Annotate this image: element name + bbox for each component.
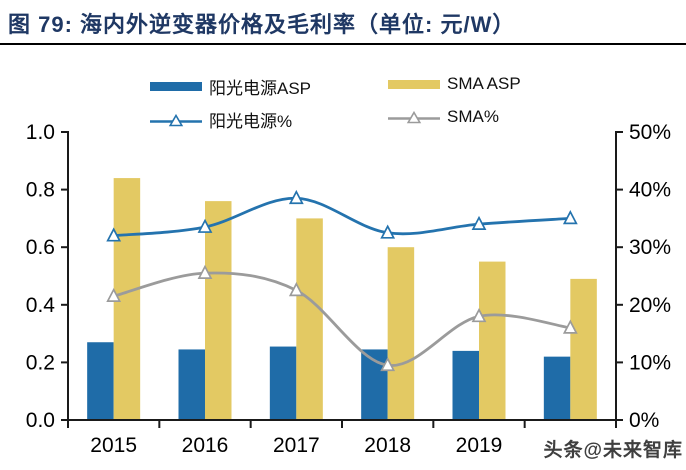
line-series-0 xyxy=(112,196,572,238)
y-axis-tick-label-right: 50% xyxy=(629,121,671,144)
x-axis-tick-label: 2017 xyxy=(273,434,320,457)
figure-header: 图 79: 海内外逆变器价格及毛利率（单位: 元/W） xyxy=(0,0,686,45)
marker-triangle-s1-c0 xyxy=(106,287,122,303)
marker-triangle-s0-c5 xyxy=(562,210,578,225)
legend-label: 阳光电源ASP xyxy=(209,79,312,98)
marker-triangle-s0-c2 xyxy=(288,189,304,205)
line-series-1 xyxy=(112,271,572,367)
legend-label: SMA ASP xyxy=(447,74,521,93)
y-axis-tick-label-left: 0.4 xyxy=(26,294,56,317)
bar-s0-c4 xyxy=(452,350,479,420)
marker-triangle-s1-c2 xyxy=(288,282,304,297)
x-axis-tick-label: 2015 xyxy=(90,434,137,457)
legend-item-sungrow-asp: 阳光电源ASP xyxy=(150,74,311,99)
y-axis-tick-label-right: 20% xyxy=(629,294,671,317)
marker-triangle-s0-c3 xyxy=(380,224,396,239)
bar-s0-c2 xyxy=(269,346,297,420)
marker-triangle-s1-c5 xyxy=(562,319,578,334)
y-axis-tick-label-right: 10% xyxy=(629,351,671,374)
x-axis-tick-label: 2018 xyxy=(364,434,411,457)
legend-item-sma-asp: SMA ASP xyxy=(388,74,521,94)
legend-item-sma-pct: SMA% xyxy=(388,107,499,127)
marker-triangle-s1-c1 xyxy=(197,264,213,279)
marker-triangle-s1-c4 xyxy=(471,307,487,323)
bar-swatch-icon xyxy=(388,79,440,89)
legend-label: SMA% xyxy=(447,107,499,126)
bar-s1-c1 xyxy=(205,201,232,420)
legend-label: 阳光电源% xyxy=(209,112,293,131)
legend-item-sungrow-pct: 阳光电源% xyxy=(150,107,292,132)
y-axis-tick-label-right: 0% xyxy=(629,409,659,432)
watermark: 头条@未来智库 xyxy=(543,440,683,461)
y-axis-tick-label-left: 0.0 xyxy=(26,409,55,432)
marker-triangle-s0-c0 xyxy=(106,227,122,242)
bar-s1-c3 xyxy=(387,247,415,420)
y-axis-tick-label-left: 0.2 xyxy=(26,351,55,374)
line-triangle-swatch-icon xyxy=(150,113,202,127)
bar-s1-c4 xyxy=(479,261,506,420)
y-axis-tick-label-left: 1.0 xyxy=(26,121,55,144)
y-axis-tick-label-left: 0.8 xyxy=(26,179,55,202)
y-axis-tick-label-right: 40% xyxy=(629,179,671,202)
marker-triangle-s0-c4 xyxy=(471,215,487,231)
bar-s0-c5 xyxy=(543,356,571,420)
bar-swatch-icon xyxy=(150,82,202,91)
page-title: 图 79: 海内外逆变器价格及毛利率（单位: 元/W） xyxy=(8,12,516,37)
line-triangle-swatch-icon xyxy=(388,110,440,124)
marker-triangle-s1-c3 xyxy=(380,356,396,372)
x-axis-tick-label: 2019 xyxy=(456,434,503,457)
y-axis-tick-label-left: 0.6 xyxy=(26,236,55,259)
bar-s0-c1 xyxy=(178,349,205,420)
x-axis-tick-label: 2016 xyxy=(182,434,229,457)
y-axis-tick-label-right: 30% xyxy=(629,236,671,259)
bar-s1-c2 xyxy=(296,218,323,420)
marker-triangle-s0-c1 xyxy=(197,218,213,233)
bar-s1-c5 xyxy=(570,278,597,420)
bar-s0-c0 xyxy=(87,342,114,420)
